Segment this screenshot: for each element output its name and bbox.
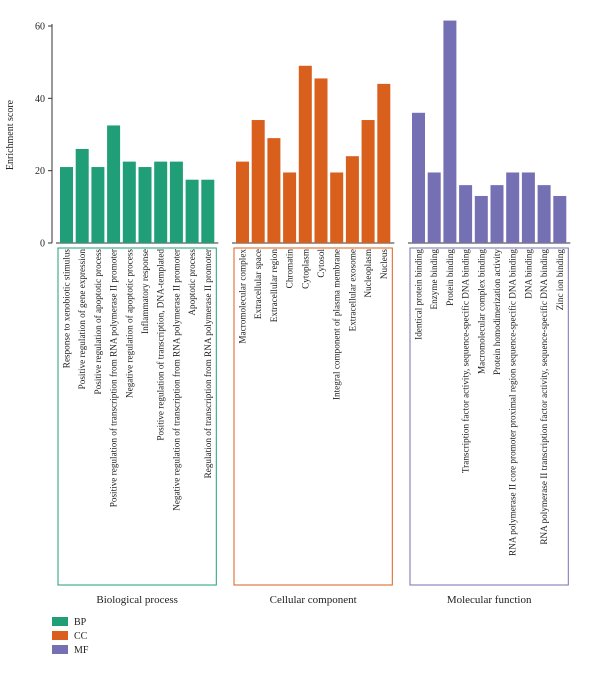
category-label: Enzyme binding xyxy=(429,249,439,310)
bar xyxy=(427,172,441,243)
bar xyxy=(283,172,297,243)
bar xyxy=(474,195,488,243)
bar xyxy=(236,161,249,243)
category-label: Extracellular space xyxy=(253,249,263,319)
group-mf: Identical protein binding Enzyme binding P… xyxy=(408,20,571,606)
category-label: Zinc ion binding xyxy=(555,249,565,311)
bar xyxy=(345,156,359,243)
bar xyxy=(60,167,73,243)
legend-swatch xyxy=(52,645,68,654)
category-label: Positive regulation of transcription, DN… xyxy=(156,249,166,441)
category-label: Negative regulation of transcription fro… xyxy=(171,249,181,511)
bar xyxy=(377,83,391,243)
category-label: Cytosol xyxy=(316,249,326,278)
bar xyxy=(91,167,105,243)
category-label: Positive regulation of gene expression xyxy=(77,249,87,390)
group-bp: Response to xenobiotic stimulus Positive … xyxy=(56,125,219,606)
group-bracket xyxy=(409,247,569,586)
category-label: Cytoplasm xyxy=(300,249,310,289)
category-label: Apoptotic process xyxy=(187,249,197,316)
legend-swatch xyxy=(52,631,68,640)
bar xyxy=(154,161,168,243)
group-bracket xyxy=(233,247,393,586)
y-tick-label: 60 xyxy=(35,22,45,33)
bar xyxy=(185,179,199,243)
category-label: RNA polymerase II transcription factor a… xyxy=(539,249,549,545)
category-label: Inflammatory response xyxy=(140,249,150,334)
bar xyxy=(251,120,265,243)
bar xyxy=(298,65,312,244)
bar xyxy=(521,172,535,243)
y-tick-label: 40 xyxy=(35,94,45,105)
group-cc: Macromolecular complex Extracellular spac… xyxy=(232,65,395,606)
y-tick-label: 0 xyxy=(40,239,45,250)
bar xyxy=(537,185,551,243)
category-label: Macromolecular complex xyxy=(238,249,248,344)
category-label: Protein binding xyxy=(445,249,455,306)
category-label: Positive regulation of transcription fro… xyxy=(109,249,119,507)
bar xyxy=(506,172,520,243)
bar-groups: Response to xenobiotic stimulus Positive … xyxy=(56,20,571,606)
category-label: Protein homodimerization activity xyxy=(492,249,502,375)
bar xyxy=(75,148,89,243)
bar xyxy=(412,112,425,243)
legend-label: CC xyxy=(74,631,88,642)
bar xyxy=(330,172,344,243)
legend-label: BP xyxy=(74,617,87,628)
bar xyxy=(107,125,121,243)
bar xyxy=(122,161,136,243)
bar xyxy=(314,78,328,243)
group-label: Biological process xyxy=(96,594,178,606)
category-label: Negative regulation of apoptotic process xyxy=(124,249,134,398)
category-label: Nucleus xyxy=(379,249,389,280)
legend-label: MF xyxy=(74,645,89,656)
bar xyxy=(553,195,567,243)
category-label: Extracellular exosome xyxy=(347,249,357,331)
bar xyxy=(169,161,183,243)
legend-swatch xyxy=(52,617,68,626)
category-label: Response to xenobiotic stimulus xyxy=(62,249,72,369)
bar xyxy=(361,120,375,243)
category-label: Transcription factor activity, sequence-… xyxy=(461,249,471,474)
group-bracket xyxy=(57,247,217,586)
category-label: DNA binding xyxy=(523,249,533,299)
category-label: Regulation of transcription from RNA pol… xyxy=(203,249,213,478)
bar xyxy=(267,138,281,243)
bar xyxy=(443,20,457,244)
category-label: Extracellular region xyxy=(269,249,279,323)
bar xyxy=(138,167,152,243)
group-label: Cellular component xyxy=(270,594,357,606)
bar xyxy=(459,185,473,243)
category-label: Identical protein binding xyxy=(414,249,424,340)
category-label: Integral component of plasma membrane xyxy=(332,249,342,400)
y-axis: 0 20 40 60 xyxy=(35,22,53,250)
category-label: RNA polymerase II core promoter proximal… xyxy=(508,249,518,556)
category-label: Positive regulation of apoptotic process xyxy=(93,249,103,395)
bar xyxy=(490,185,504,243)
y-tick-label: 20 xyxy=(35,166,45,177)
legend: BP CC MF xyxy=(52,617,89,656)
category-label: Macromolecular complex binding xyxy=(476,249,486,374)
bar xyxy=(201,179,215,243)
y-axis-label: Enrichment score xyxy=(5,99,16,170)
category-label: Nucleoplasm xyxy=(363,249,373,297)
category-label: Chromatin xyxy=(285,249,295,289)
group-label: Molecular function xyxy=(447,594,532,606)
